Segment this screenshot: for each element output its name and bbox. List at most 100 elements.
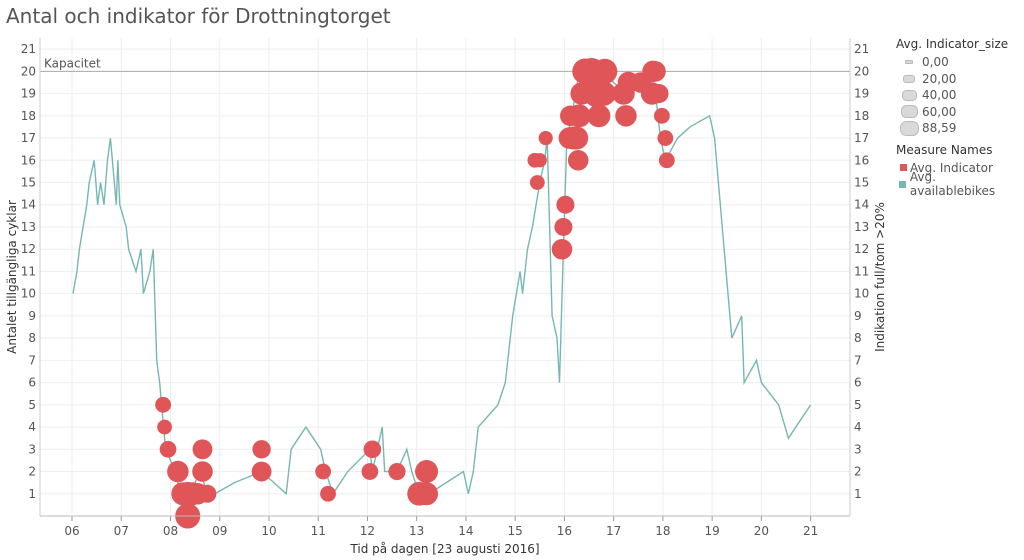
chart-title: Antal och indikator för Drottningtorget (6, 4, 391, 28)
y-tick-label-right-10: 10 (854, 287, 869, 301)
y2-axis-label: Indikation full/tom >20% (873, 202, 887, 352)
x-tick-label-16: 16 (557, 524, 572, 538)
indicator-point-16 (361, 463, 379, 480)
legend-size-item: 0,00 (896, 54, 1024, 71)
indicator-point-12 (251, 461, 272, 482)
x-tick-label-19: 19 (704, 524, 719, 538)
y-tick-label-left-18: 18 (21, 109, 36, 123)
indicator-point-41 (592, 58, 618, 84)
indicator-point-2 (159, 440, 177, 458)
indicator-point-13 (252, 440, 271, 459)
y-tick-label-right-7: 7 (854, 353, 862, 367)
legend-size-item: 88,59 (896, 120, 1024, 137)
y-tick-label-right-13: 13 (854, 220, 869, 234)
indicator-point-28 (556, 195, 575, 214)
legend-size-label: 88,59 (922, 121, 957, 136)
indicator-point-27 (554, 217, 573, 236)
size-swatch (900, 105, 918, 119)
y-tick-label-right-9: 9 (854, 309, 862, 323)
y-tick-label-left-19: 19 (21, 87, 36, 101)
x-tick-label-15: 15 (508, 524, 523, 538)
size-swatch (903, 74, 915, 83)
indicator-point-3 (167, 460, 189, 483)
legend: Avg. Indicator_size 0,00 20,00 40,00 60,00 8… (896, 37, 1024, 198)
y-tick-label-left-11: 11 (21, 264, 36, 278)
y-tick-label-left-10: 10 (21, 287, 36, 301)
y-tick-label-right-3: 3 (854, 442, 862, 456)
legend-color-label: Avg. availablebikes (909, 170, 996, 199)
indicator-point-39 (587, 104, 611, 128)
x-tick-label-20: 20 (754, 524, 769, 538)
x-tick-label-06: 06 (64, 524, 79, 538)
y-tick-label-right-20: 20 (854, 64, 869, 78)
y-tick-label-left-3: 3 (28, 442, 36, 456)
legend-size-label: 60,00 (922, 104, 957, 119)
x-tick-label-08: 08 (163, 524, 178, 538)
line-availablebikes (72, 69, 812, 496)
y-tick-label-right-21: 21 (854, 42, 869, 56)
indicator-point-26 (551, 238, 573, 260)
indicator-point-48 (645, 61, 666, 82)
series-indicator (155, 57, 675, 529)
y-tick-label-right-14: 14 (854, 198, 869, 212)
legend-size-label: 20,00 (922, 71, 957, 86)
y-tick-label-left-7: 7 (28, 353, 36, 367)
indicator-point-18 (388, 462, 406, 481)
y-tick-label-left-13: 13 (21, 220, 36, 234)
y-tick-label-right-12: 12 (854, 242, 869, 256)
indicator-point-33 (567, 150, 589, 171)
y-tick-label-left-5: 5 (28, 398, 36, 412)
indicator-point-9 (192, 439, 213, 460)
size-swatch (899, 120, 919, 136)
y-tick-label-right-18: 18 (854, 109, 869, 123)
legend-size-label: 40,00 (922, 88, 957, 103)
legend-size-item: 20,00 (896, 71, 1024, 88)
series-availablebikes (72, 69, 812, 496)
y-tick-label-left-6: 6 (28, 376, 36, 390)
size-swatch (905, 60, 913, 65)
legend-size-label: 0,00 (922, 55, 949, 70)
x-tick-label-18: 18 (655, 524, 670, 538)
size-swatch (901, 89, 917, 101)
indicator-point-49 (649, 84, 669, 104)
indicator-point-25 (538, 130, 553, 146)
indicator-point-51 (657, 130, 674, 146)
y-tick-label-right-8: 8 (854, 331, 862, 345)
y-tick-label-right-5: 5 (854, 398, 862, 412)
y-tick-label-left-4: 4 (28, 420, 36, 434)
x-tick-label-10: 10 (261, 524, 276, 538)
legend-color-item: Avg. availablebikes (896, 170, 1024, 198)
y-tick-label-right-2: 2 (854, 465, 862, 479)
indicator-point-14 (315, 463, 332, 480)
x-tick-label-13: 13 (409, 524, 424, 538)
y-tick-label-left-21: 21 (21, 42, 36, 56)
x-axis-label: Tid på dagen [23 augusti 2016] (349, 542, 539, 556)
indicator-point-21 (415, 460, 439, 484)
y-tick-label-left-8: 8 (28, 331, 36, 345)
x-tick-label-14: 14 (458, 524, 473, 538)
indicator-point-0 (155, 396, 172, 413)
y-tick-label-left-14: 14 (21, 198, 36, 212)
y-tick-label-left-16: 16 (21, 153, 36, 167)
indicator-point-52 (658, 152, 675, 169)
indicator-point-34 (567, 104, 591, 128)
indicator-point-8 (192, 461, 213, 482)
legend-color-item: Avg. Indicator (896, 160, 1024, 177)
indicator-point-40 (591, 81, 616, 106)
indicator-point-24 (532, 153, 547, 168)
legend-size-item: 60,00 (896, 104, 1024, 121)
y-tick-label-left-9: 9 (28, 309, 36, 323)
x-tick-label-21: 21 (803, 524, 818, 538)
indicator-point-20 (415, 482, 439, 506)
y-tick-label-right-6: 6 (854, 376, 862, 390)
y-tick-label-left-12: 12 (21, 242, 36, 256)
y-tick-label-right-4: 4 (854, 420, 862, 434)
y-tick-label-right-17: 17 (854, 131, 869, 145)
capacity-line: Kapacitet (40, 56, 850, 72)
indicator-point-23 (529, 175, 545, 190)
y-tick-label-left-20: 20 (21, 64, 36, 78)
x-tick-label-12: 12 (360, 524, 375, 538)
y-tick-label-right-15: 15 (854, 176, 869, 190)
legend-color-label: Avg. Indicator (910, 160, 993, 175)
